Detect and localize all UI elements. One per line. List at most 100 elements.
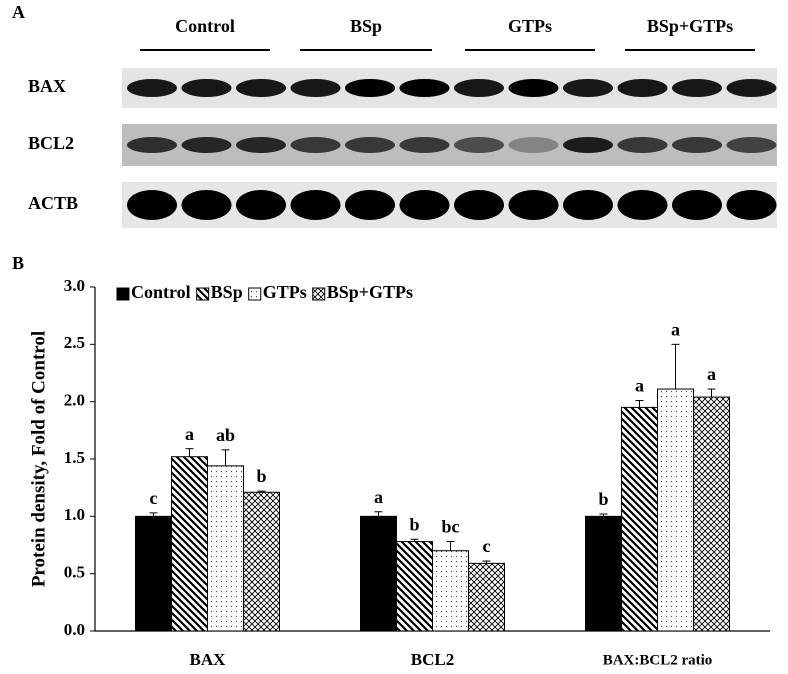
significance-label: a [635,376,644,396]
significance-label: b [598,489,608,509]
blot-band [127,79,177,97]
legend-item: BSp [196,282,243,302]
bar [621,406,658,632]
y-tick-label: 2.0 [64,391,85,410]
blot-band [236,79,286,97]
blot-band [290,79,341,97]
blot-band [127,190,177,220]
error-bar [149,512,158,517]
row-label: ACTB [28,193,78,213]
blot-band [290,190,341,220]
error-bar [185,448,194,457]
legend-label: BSp+GTPs [327,282,413,302]
significance-label: c [483,536,491,556]
blot-band [236,137,286,153]
blot-band [290,137,341,153]
blot-band [672,79,722,97]
error-bar [707,388,716,398]
blot-band [617,190,668,220]
significance-label: a [707,364,716,384]
panel-label: A [12,2,25,22]
significance-label: ab [216,425,235,445]
error-bar [482,560,491,564]
x-tick-label: BAX:BCL2 ratio [603,652,713,668]
significance-label: a [671,319,680,339]
bar [396,541,433,632]
legend-item: GTPs [248,282,307,302]
row-label: BAX [28,76,66,96]
blot-band [181,137,232,153]
error-bar [635,400,644,408]
blot-band [181,79,232,97]
x-tick-label: BCL2 [411,650,454,669]
blot-band [508,79,559,97]
error-bar [374,511,383,517]
blot-band [345,190,395,220]
bar [693,396,730,632]
y-tick-label: 1.0 [64,505,85,524]
significance-label: bc [442,517,460,537]
significance-label: b [256,466,266,486]
y-tick-label: 0.5 [64,563,85,582]
legend-label: Control [131,282,191,302]
significance-label: a [185,424,194,444]
blot-band [726,190,777,220]
bar [468,562,505,632]
significance-label: c [150,488,158,508]
blot-band [617,79,668,97]
legend-swatch [248,287,262,301]
y-tick-label: 2.5 [64,333,85,352]
blot-band [345,137,395,153]
blot-band [181,190,232,220]
error-bar [446,541,455,551]
error-bar [221,449,230,466]
error-bar [671,343,680,390]
panel-label: B [12,253,24,273]
y-axis-title: Protein density, Fold of Control [28,331,49,587]
bar [207,465,244,632]
bar [585,515,622,632]
group-label: BSp+GTPs [647,16,733,36]
blot-band [399,137,450,153]
blot-band [672,190,722,220]
bar [135,515,172,632]
legend-swatch [312,287,326,301]
group-label: BSp [350,16,382,36]
blot-band [563,79,613,97]
blot-band [454,137,504,153]
blot-band [454,79,504,97]
significance-label: b [409,514,419,534]
y-tick-label: 0.0 [64,620,85,639]
bar [360,515,397,632]
blot-band [726,79,777,97]
blot-band [399,79,450,97]
blot-band [617,137,668,153]
bar [432,550,469,632]
legend-label: BSp [211,282,243,302]
blot-band [726,137,777,153]
blot-band [399,190,450,220]
y-tick-label: 3.0 [64,276,85,295]
y-tick-label: 1.5 [64,448,85,467]
blot-band [345,79,395,97]
western-blot: Control BSp GTPs BSp+GTPs BAX BCL2 ACTB [28,16,777,228]
blot-band [454,190,504,220]
blot-band [563,190,613,220]
error-bar [410,538,419,542]
blot-band [508,137,559,153]
blot-band [672,137,722,153]
bar [657,388,694,632]
legend-swatch [116,287,130,301]
x-tick-label: BAX [190,650,227,669]
legend-item: Control [116,282,191,302]
bar [243,491,280,632]
blot-band [127,137,177,153]
blot-band [563,137,613,153]
error-bar [257,490,266,493]
row-label: BCL2 [28,133,74,153]
error-bar [599,513,608,517]
group-label: Control [175,16,235,36]
significance-label: a [374,487,383,507]
